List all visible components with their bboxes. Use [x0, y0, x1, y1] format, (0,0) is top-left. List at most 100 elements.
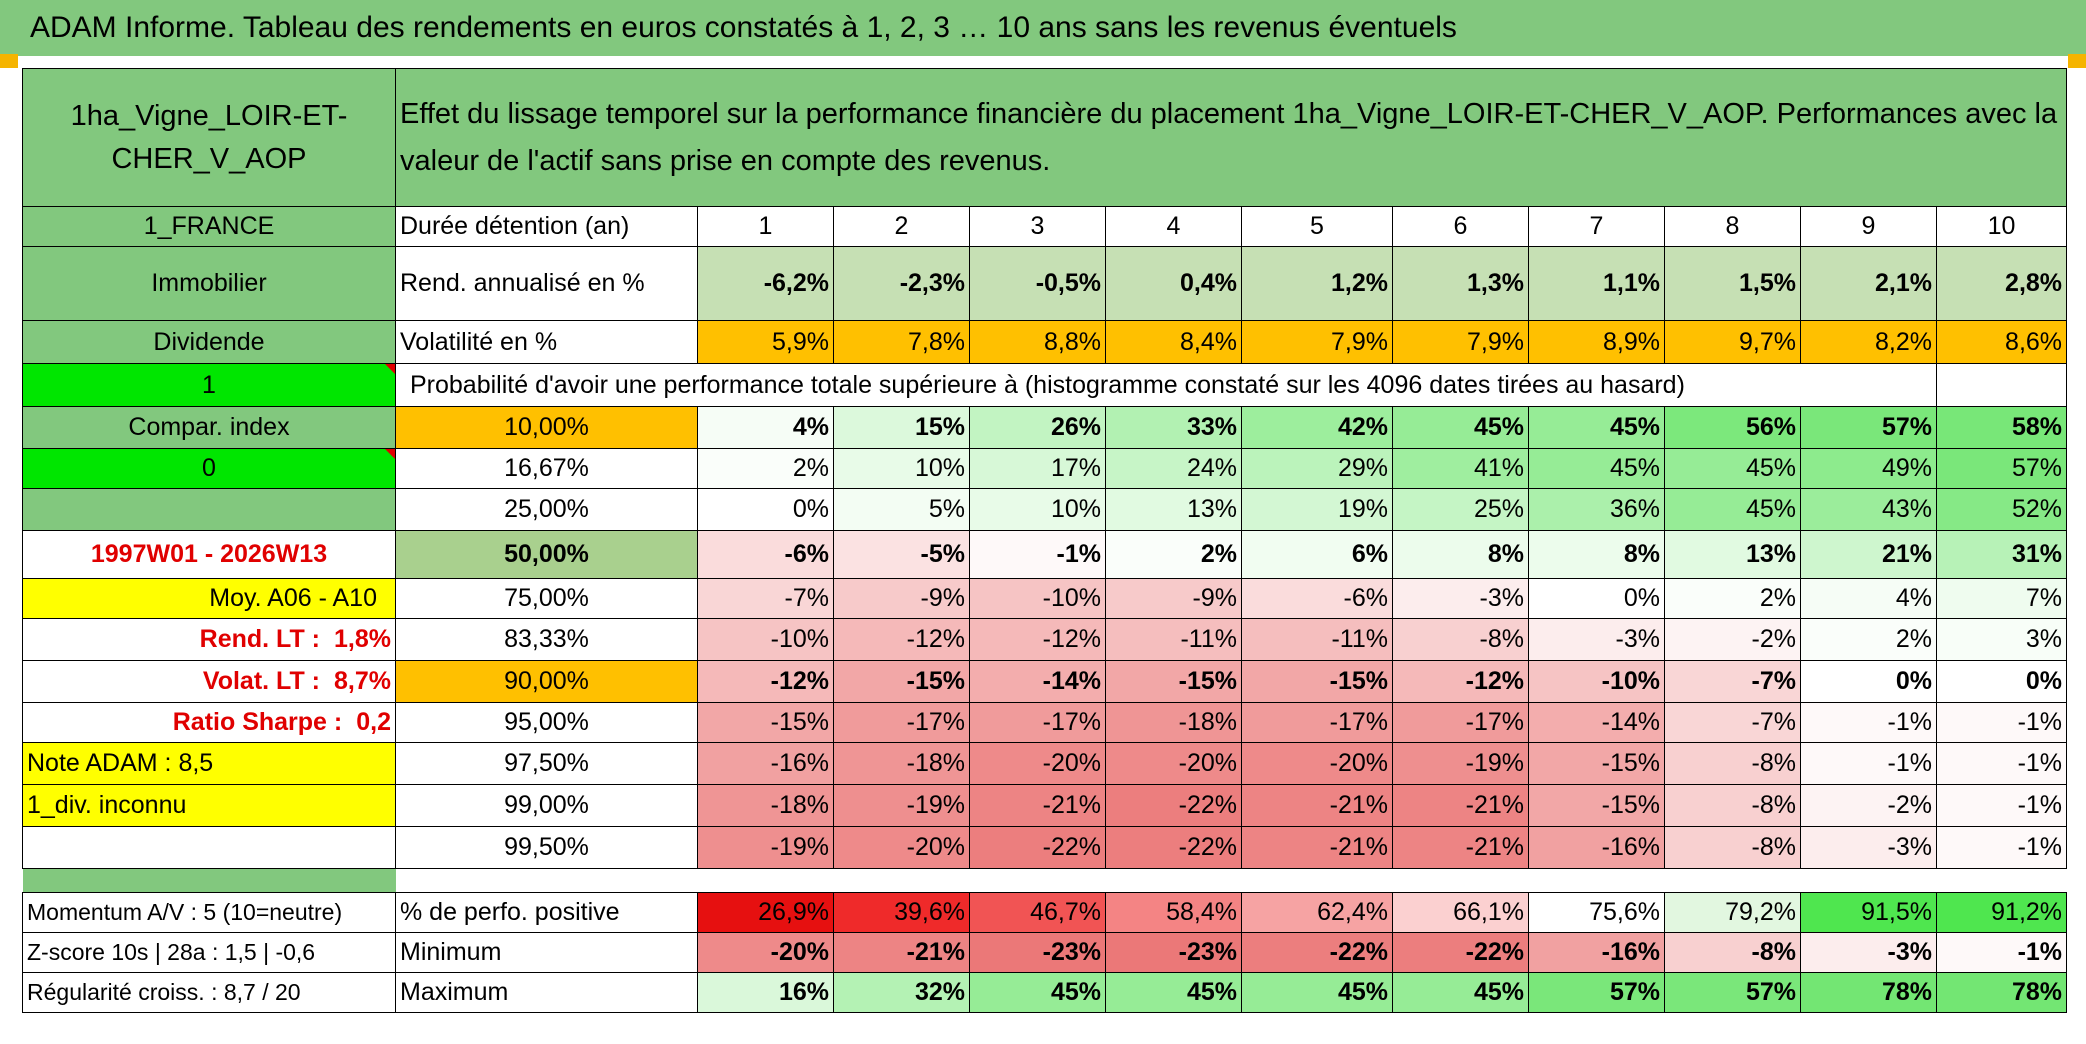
percentile-row: Rend. LT :1,8% 83,33% -10% -12% -12% -11% -11%… [22, 618, 2068, 661]
percentile-label: 16,67% [395, 448, 698, 489]
rend-label: Rend. annualisé en % [395, 246, 698, 321]
volat-lt-cell-value: 8,7% [334, 667, 391, 695]
percentile-value: -15% [697, 702, 834, 743]
percentile-value: -21% [1392, 826, 1529, 869]
year-header: 5 [1241, 206, 1393, 247]
percentile-value: -16% [1528, 826, 1665, 869]
percentile-label: 25,00% [395, 488, 698, 531]
percentile-value: -8% [1392, 618, 1529, 661]
percentile-value: -10% [697, 618, 834, 661]
pos-row: Momentum A/V : 5 (10=neutre)% de perfo. … [22, 892, 2068, 933]
percentile-value: -20% [969, 742, 1106, 785]
percentile-value: -1% [1935, 784, 2068, 827]
percentile-value: 49% [1800, 448, 1937, 489]
percentile-row: 0 16,67% 2% 10% 17% 24% 29% 41% 45% 45% 49% 57% [22, 448, 2068, 489]
rend-value: 1,1% [1528, 246, 1665, 321]
percentile-value: -1% [1935, 742, 2068, 785]
percentile-value: 0% [1528, 578, 1665, 619]
sharpe-cell: Ratio Sharpe : 0,2 [22, 702, 396, 743]
percentile-value: -1% [1935, 702, 2068, 743]
percentile-value: -20% [1241, 742, 1393, 785]
percentile-value: 0% [697, 488, 834, 531]
percentile-label: 10,00% [395, 406, 698, 449]
percentile-value: -2% [1800, 784, 1937, 827]
compar-index-cell: Compar. index [22, 406, 396, 449]
pos-value: 79,2% [1664, 892, 1801, 933]
year-header: 3 [969, 206, 1106, 247]
percentile-value: 2% [697, 448, 834, 489]
max-label: Maximum [395, 972, 698, 1013]
percentile-value: -3% [1528, 618, 1665, 661]
percentile-value: 13% [1664, 530, 1801, 579]
percentile-label: 75,00% [395, 578, 698, 619]
percentile-value: -20% [833, 826, 970, 869]
regularite-cell: Régularité croiss. : 8,7 / 20 [22, 972, 396, 1013]
rend-value: -0,5% [969, 246, 1106, 321]
zscore-cell: Z-score 10s | 28a : 1,5 | -0,6 [22, 932, 396, 973]
description-cell: Effet du lissage temporel sur la perform… [394, 68, 2068, 207]
percentile-value: -7% [1664, 660, 1801, 703]
percentile-row: 99,50% -19% -20% -22% -22% -21% -21% -16% -8% -3%… [22, 826, 2068, 869]
percentile-value: 25% [1392, 488, 1529, 531]
returns-table: 1ha_Vigne_LOIR-ET-CHER_V_AOP Effet du li… [22, 68, 2068, 1013]
pos-value: 75,6% [1528, 892, 1665, 933]
note-cell: Note ADAM : 8,5 [22, 742, 396, 785]
percentile-value: -9% [833, 578, 970, 619]
max-value: 45% [1392, 972, 1529, 1013]
min-value: -22% [1392, 932, 1529, 973]
percentile-value: 4% [697, 406, 834, 449]
percentile-value: -14% [969, 660, 1106, 703]
income-type-cell: Dividende [22, 320, 396, 364]
vol-value: 7,8% [833, 320, 970, 364]
min-value: -8% [1664, 932, 1801, 973]
percentile-row: Volat. LT :8,7% 90,00% -12% -15% -14% -15% -15… [22, 660, 2068, 703]
empty-cell [1935, 363, 2068, 407]
min-value: -1% [1935, 932, 2068, 973]
rend-value: 1,5% [1664, 246, 1801, 321]
percentile-value: 19% [1241, 488, 1393, 531]
percentile-value: 7% [1935, 578, 2068, 619]
moy-cell: Moy. A06 - A10 [22, 578, 396, 619]
header-row: 1ha_Vigne_LOIR-ET-CHER_V_AOP Effet du li… [22, 68, 2068, 207]
pos-value: 62,4% [1241, 892, 1393, 933]
percentile-value: -1% [1800, 702, 1937, 743]
percentile-value: 56% [1664, 406, 1801, 449]
min-value: -21% [833, 932, 970, 973]
max-value: 57% [1664, 972, 1801, 1013]
percentile-value: -6% [1241, 578, 1393, 619]
spacer-row [22, 868, 2067, 893]
pos-value: 46,7% [969, 892, 1106, 933]
year-header: 7 [1528, 206, 1665, 247]
rend-lt-cell: Rend. LT : 1,8% [22, 618, 396, 661]
percentile-value: -9% [1105, 578, 1242, 619]
percentile-value: 42% [1241, 406, 1393, 449]
rend-value: 0,4% [1105, 246, 1242, 321]
percentile-value: -8% [1664, 784, 1801, 827]
pos-value: 58,4% [1105, 892, 1242, 933]
vol-value: 8,2% [1800, 320, 1937, 364]
vol-label: Volatilité en % [395, 320, 698, 364]
percentile-value: 21% [1800, 530, 1937, 579]
percentile-row: Note ADAM : 8,5 97,50% -16% -18% -20% -20% -20… [22, 742, 2068, 785]
percentile-label: 97,50% [395, 742, 698, 785]
percentile-label: 99,00% [395, 784, 698, 827]
percentile-value: -21% [1241, 784, 1393, 827]
pos-value: 91,2% [1935, 892, 2068, 933]
year-header: 9 [1800, 206, 1937, 247]
percentile-value: -17% [833, 702, 970, 743]
percentile-value: 29% [1241, 448, 1393, 489]
min-value: -23% [969, 932, 1106, 973]
percentile-value: -8% [1664, 826, 1801, 869]
rend-value: -2,3% [833, 246, 970, 321]
percentile-value: -3% [1392, 578, 1529, 619]
percentile-row: Ratio Sharpe :0,2 95,00% -15% -17% -17% -18% -… [22, 702, 2068, 743]
rend-value: 1,2% [1241, 246, 1393, 321]
empty-cell [1800, 363, 1937, 407]
percentile-value: 52% [1935, 488, 2068, 531]
vol-value: 8,9% [1528, 320, 1665, 364]
spacer-cell [395, 868, 2067, 893]
percentile-row: 1_div. inconnu 99,00% -18% -19% -21% -22% -21%… [22, 784, 2068, 827]
percentile-value: -12% [1392, 660, 1529, 703]
percentile-row: Moy. A06 - A10 75,00% -7% -9% -10% -9% -6% -3% 0… [22, 578, 2068, 619]
percentile-value: -19% [1392, 742, 1529, 785]
